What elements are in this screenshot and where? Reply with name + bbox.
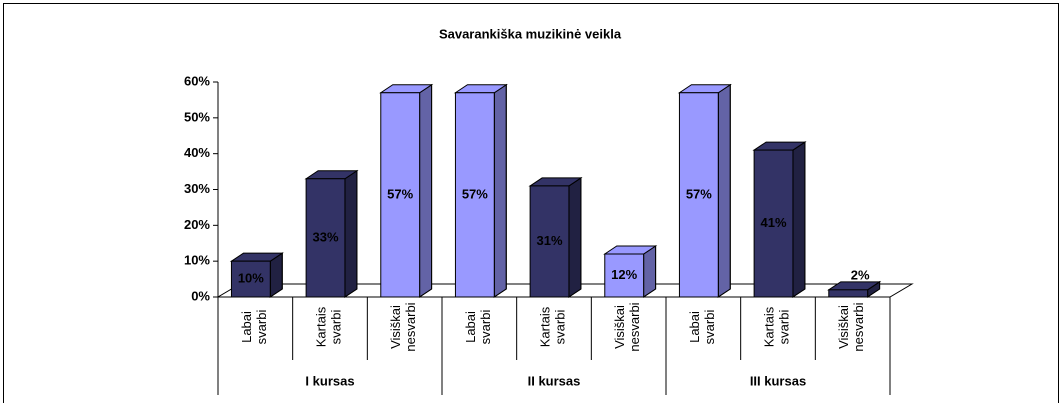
value-label: 10%	[238, 271, 264, 286]
value-label: 12%	[611, 267, 637, 282]
x-tick-label: Labaisvarbi	[687, 310, 717, 345]
value-label: 57%	[686, 186, 712, 201]
value-label: 57%	[387, 186, 413, 201]
bar-side-shade	[643, 245, 657, 298]
x-tick-label: Labaisvarbi	[463, 310, 493, 345]
value-label: 57%	[462, 186, 488, 201]
x-tick-label: Visiškainesvarbi	[389, 302, 419, 351]
bar-side-shade	[419, 83, 433, 298]
x-tick-label: Kartaissvarbi	[538, 306, 568, 347]
x-tick-label: Kartaissvarbi	[762, 306, 792, 347]
bar	[604, 253, 645, 298]
y-tick-label: 30%	[184, 181, 210, 196]
value-label: 33%	[313, 229, 339, 244]
bar-side-shade	[568, 176, 582, 298]
y-tick-label: 10%	[184, 253, 210, 268]
x-tick-label: Visiškainesvarbi	[837, 302, 867, 351]
y-tick-label: 20%	[184, 217, 210, 232]
bar-side-shade	[717, 83, 731, 298]
bar	[529, 185, 570, 298]
bar-side-shade	[493, 83, 507, 298]
bar	[678, 92, 719, 298]
bar	[454, 92, 495, 298]
bar-side-shade	[792, 141, 806, 298]
chart-title: Savarankiška muzikinė veikla	[439, 26, 622, 41]
value-label: 31%	[537, 233, 563, 248]
bar	[380, 92, 421, 298]
group-label: I kursas	[305, 373, 354, 388]
bar	[305, 178, 346, 298]
x-tick-label: Visiškainesvarbi	[613, 302, 643, 351]
bar	[828, 289, 869, 298]
value-label: 41%	[761, 215, 787, 230]
y-tick-label: 50%	[184, 109, 210, 124]
group-label: III kursas	[750, 373, 806, 388]
x-tick-label: Kartaissvarbi	[314, 306, 344, 347]
y-tick-label: 40%	[184, 145, 210, 160]
y-tick-label: 0%	[191, 288, 210, 303]
bar	[230, 260, 271, 298]
bar-side-shade	[344, 169, 358, 298]
value-label: 2%	[851, 267, 870, 282]
y-tick-label: 60%	[184, 73, 210, 88]
group-label: II kursas	[528, 373, 581, 388]
bar	[753, 149, 794, 298]
x-tick-label: Labaisvarbi	[239, 310, 269, 345]
